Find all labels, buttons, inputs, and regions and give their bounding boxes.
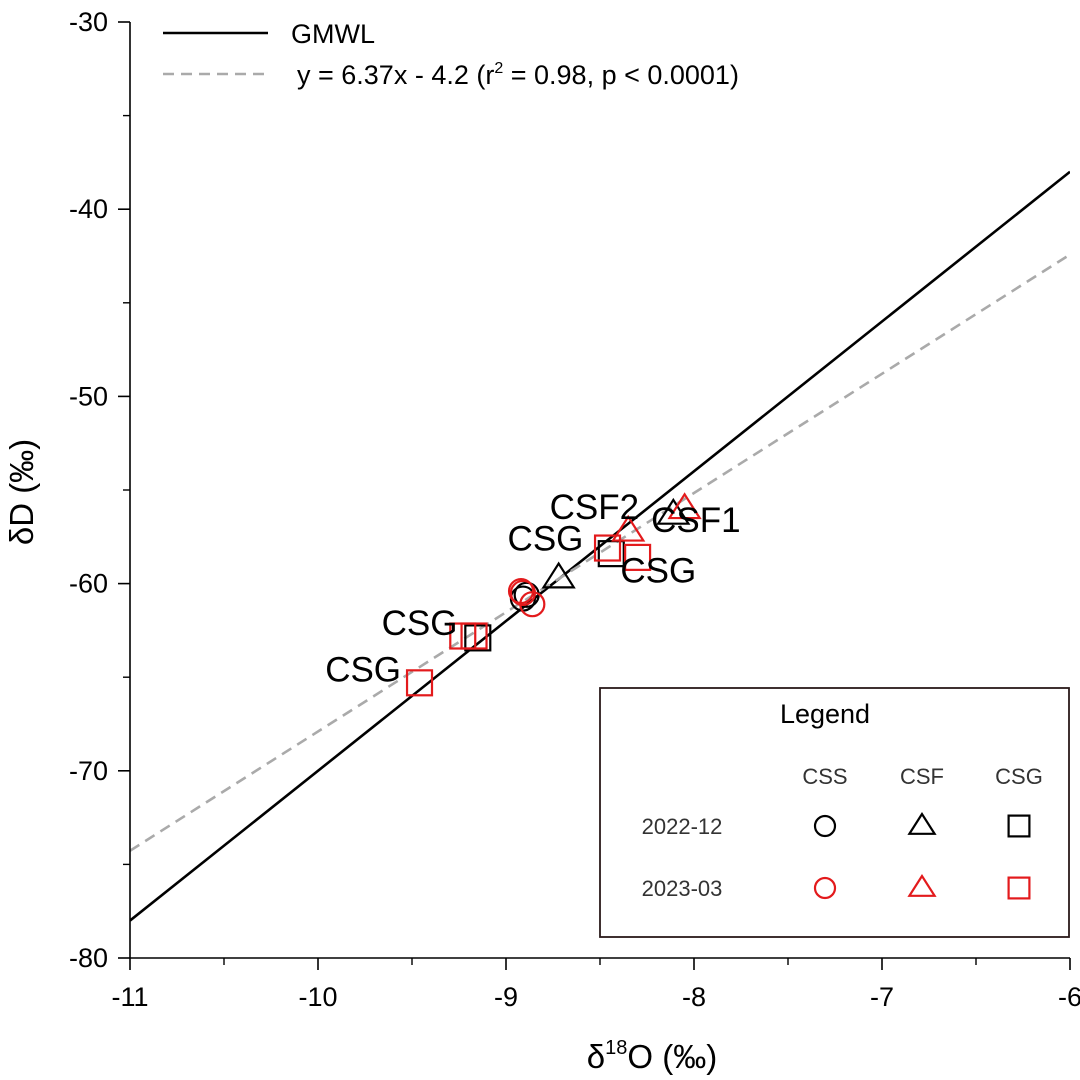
data-point-2022-12-csg — [464, 624, 492, 652]
point-annotation: CSG — [382, 604, 458, 643]
legend-marker-square — [1007, 876, 1031, 900]
legend-gmwl-label: GMWL — [291, 19, 375, 49]
x-axis-label: δ18O (‰) — [587, 1037, 717, 1075]
legend-marker-triangle — [907, 873, 937, 897]
regression-line — [130, 253, 1070, 852]
legend-row-label: 2023-03 — [642, 876, 723, 901]
y-tick-label: -30 — [69, 7, 108, 37]
legend-marker-circle — [813, 814, 837, 838]
legend-box — [599, 687, 1070, 938]
data-point-2023-03-csg — [593, 534, 622, 562]
legend-column-header: CSS — [802, 764, 847, 789]
data-point-2022-12-csf — [541, 561, 576, 589]
legend-marker-circle — [813, 876, 837, 900]
y-tick-label: -50 — [69, 381, 108, 411]
data-point-2023-03-csg — [405, 669, 434, 697]
data-point-2022-12-csg — [597, 540, 625, 568]
y-tick-label: -40 — [69, 194, 108, 224]
legend-row-label: 2022-12 — [642, 814, 723, 839]
legend-column-header: CSG — [995, 764, 1043, 789]
legend-column-header: CSF — [900, 764, 944, 789]
y-tick-label: -70 — [69, 756, 108, 786]
GMWL-line — [130, 170, 1070, 922]
legend-marker-square — [1007, 814, 1031, 838]
data-point-2023-03-csf — [667, 492, 702, 520]
legend-title: Legend — [780, 699, 870, 729]
y-tick-label: -60 — [69, 569, 108, 599]
data-point-2022-12-csf — [656, 497, 691, 525]
x-tick-label: -9 — [494, 982, 518, 1012]
x-tick-label: -11 — [111, 982, 148, 1012]
point-annotation: CSG — [508, 520, 584, 559]
data-point-2023-03-css — [509, 579, 537, 607]
point-annotation: CSF2 — [550, 488, 639, 527]
x-tick-label: -10 — [298, 982, 337, 1012]
y-axis-label: δD (‰) — [3, 439, 40, 545]
x-tick-label: -8 — [682, 982, 706, 1012]
y-tick-label: -80 — [69, 943, 108, 973]
x-tick-label: -6 — [1058, 982, 1080, 1012]
point-annotation: CSG — [620, 551, 696, 590]
data-point-2023-03-csf — [611, 514, 646, 542]
legend-regression-label: y = 6.37x - 4.2 (r2 = 0.98, p < 0.0001) — [297, 60, 739, 90]
data-point-2023-03-csg — [624, 543, 652, 571]
point-annotation: CSF1 — [651, 501, 740, 540]
data-point-2023-03-csg — [460, 622, 488, 650]
legend-marker-triangle — [907, 811, 937, 835]
x-tick-label: -7 — [870, 982, 894, 1012]
point-annotation: CSG — [325, 651, 401, 690]
